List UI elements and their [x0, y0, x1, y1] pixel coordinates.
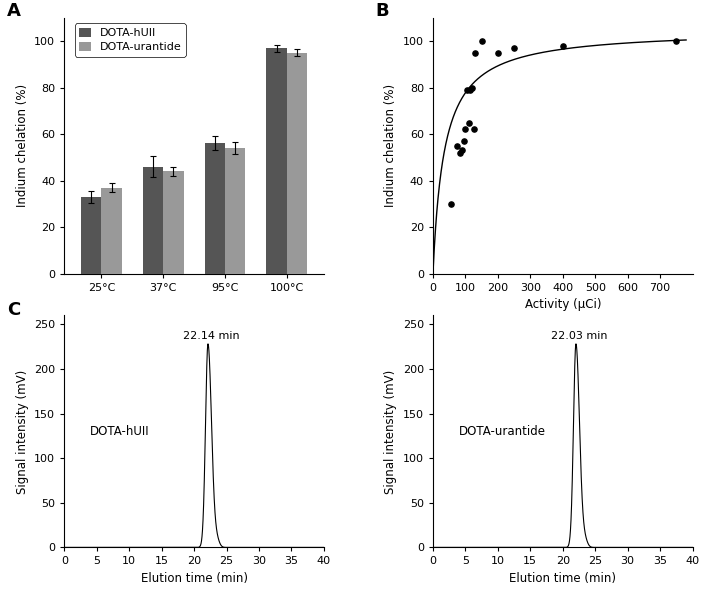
Point [445, 199, 456, 209]
Text: 22.14 min: 22.14 min [183, 331, 239, 342]
Point [458, 136, 470, 146]
Text: B: B [376, 2, 389, 20]
X-axis label: Elution time (min): Elution time (min) [509, 572, 616, 585]
Point [466, 83, 478, 92]
Point [463, 118, 474, 127]
Legend: DOTA-hUII, DOTA-urantide: DOTA-hUII, DOTA-urantide [75, 23, 186, 57]
X-axis label: Activity (μCi): Activity (μCi) [525, 298, 601, 311]
Text: DOTA-urantide: DOTA-urantide [459, 425, 546, 438]
Bar [81, 197, 101, 274]
Bar [287, 53, 307, 274]
Point [460, 125, 471, 134]
Bar [266, 48, 287, 274]
Bar [143, 167, 164, 274]
Point [476, 36, 488, 46]
Y-axis label: Signal intensity (mV): Signal intensity (mV) [16, 369, 29, 493]
Point [454, 148, 466, 158]
Point [468, 125, 479, 134]
Bar [205, 143, 225, 274]
Point [670, 36, 682, 46]
Bar [101, 187, 122, 274]
Y-axis label: Indium chelation (%): Indium chelation (%) [384, 84, 398, 207]
Point [492, 48, 503, 58]
Text: C: C [7, 302, 21, 320]
Y-axis label: Indium chelation (%): Indium chelation (%) [16, 84, 29, 207]
Point [461, 85, 473, 95]
Text: 22.03 min: 22.03 min [551, 331, 608, 342]
Text: DOTA-hUII: DOTA-hUII [90, 425, 150, 438]
Text: A: A [7, 2, 21, 20]
Point [469, 48, 481, 58]
X-axis label: Elution time (min): Elution time (min) [141, 572, 248, 585]
Point [465, 85, 476, 95]
Point [557, 41, 568, 51]
Point [508, 43, 520, 53]
Bar [225, 148, 246, 274]
Point [451, 141, 463, 151]
Point [456, 146, 468, 155]
Y-axis label: Signal intensity (mV): Signal intensity (mV) [384, 369, 397, 493]
Bar [164, 171, 183, 274]
